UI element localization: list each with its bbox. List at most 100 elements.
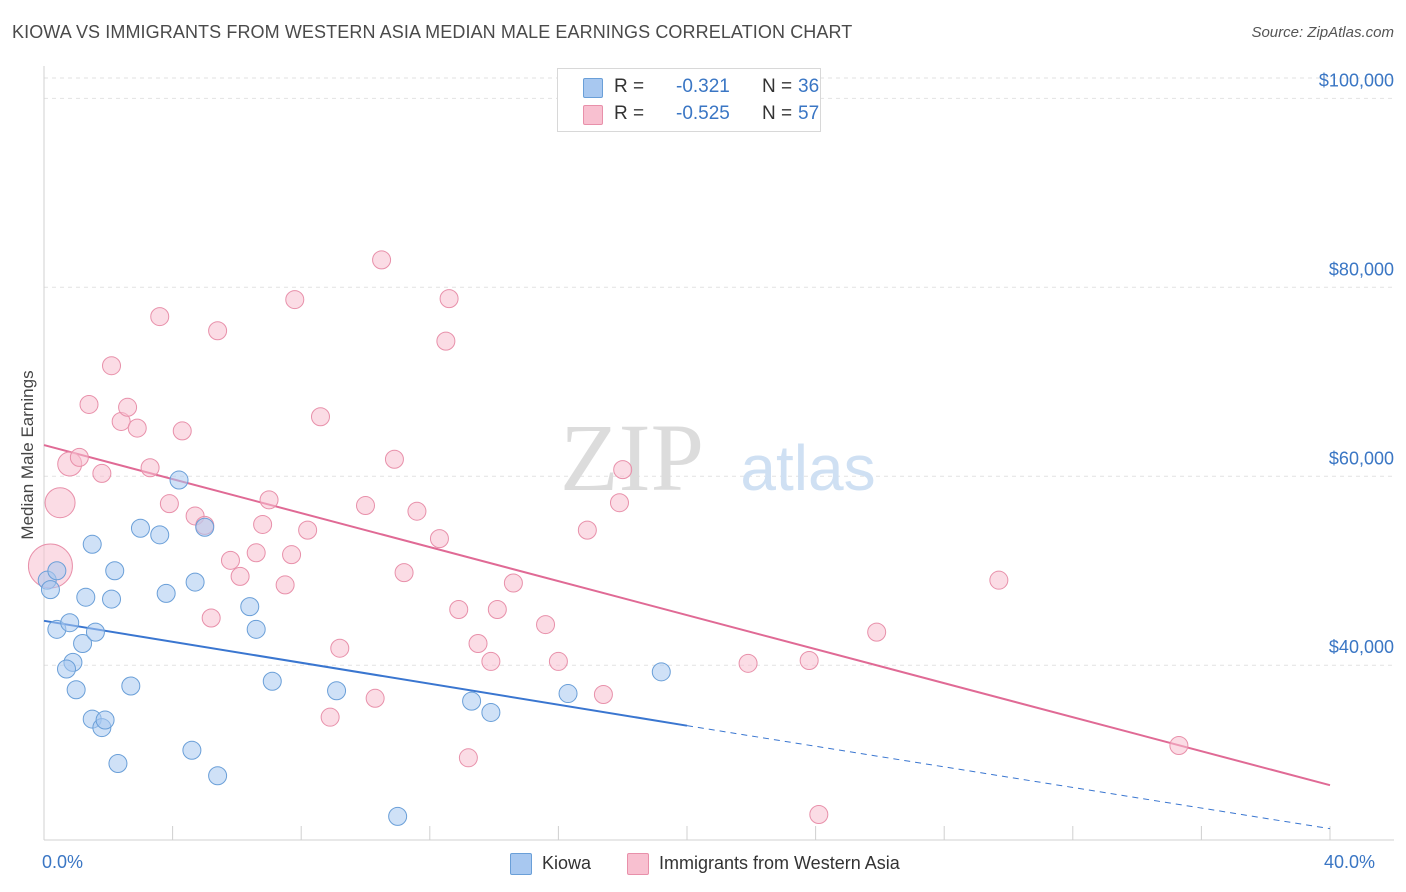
y-tick-label: $40,000 <box>1329 637 1394 657</box>
kiowa-swatch <box>510 853 532 875</box>
kiowa-point <box>156 583 176 603</box>
immigrants-point <box>503 573 523 593</box>
immigrants-swatch <box>583 105 603 125</box>
legend-label: Immigrants from Western Asia <box>659 853 900 873</box>
immigrants-point <box>439 289 459 309</box>
kiowa-point <box>150 525 170 545</box>
watermark-zip: ZIP <box>560 404 704 511</box>
immigrants-point <box>79 394 99 414</box>
immigrants-point <box>609 493 629 513</box>
kiowa-point <box>169 470 189 490</box>
immigrants-point <box>275 575 295 595</box>
immigrants-point <box>285 290 305 310</box>
immigrants-point <box>548 651 568 671</box>
kiowa-point <box>95 710 115 730</box>
kiowa-point <box>558 684 578 704</box>
kiowa-point <box>57 659 77 679</box>
immigrants-point <box>577 520 597 540</box>
immigrants-point <box>298 520 318 540</box>
immigrants-point <box>738 653 758 673</box>
immigrants-point <box>172 421 192 441</box>
immigrants-point <box>394 563 414 583</box>
stats-box: R = -0.321 N = 36 R = -0.525 N = 57 <box>557 68 821 132</box>
kiowa-point <box>47 561 67 581</box>
immigrants-point <box>365 688 385 708</box>
kiowa-point <box>208 766 228 786</box>
immigrants-swatch <box>627 853 649 875</box>
immigrants-point <box>799 650 819 670</box>
kiowa-point <box>85 622 105 642</box>
immigrants-point <box>468 633 488 653</box>
kiowa-point <box>246 619 266 639</box>
immigrants-point <box>201 608 221 628</box>
immigrants-point <box>310 407 330 427</box>
immigrants-point <box>407 501 427 521</box>
immigrants-point <box>536 615 556 635</box>
immigrants-point <box>384 449 404 469</box>
immigrants-point <box>320 707 340 727</box>
source-label: Source: ZipAtlas.com <box>1251 24 1394 41</box>
immigrants-point <box>127 418 147 438</box>
y-tick-label: $60,000 <box>1329 448 1394 468</box>
n-value: 57 <box>798 103 820 124</box>
immigrants-point <box>150 307 170 327</box>
y-tick-label: $80,000 <box>1329 259 1394 279</box>
immigrants-point <box>429 529 449 549</box>
kiowa-point <box>66 680 86 700</box>
axes <box>43 66 1394 841</box>
watermark-atlas: atlas <box>740 432 875 504</box>
kiowa-point <box>108 753 128 773</box>
immigrants-point <box>102 356 122 376</box>
kiowa-point <box>262 671 282 691</box>
immigrants-point <box>867 622 887 642</box>
immigrants-point <box>220 550 240 570</box>
immigrants-point <box>246 543 266 563</box>
immigrants-point <box>436 331 456 351</box>
chart-title: KIOWA VS IMMIGRANTS FROM WESTERN ASIA ME… <box>12 22 853 42</box>
immigrants-point <box>356 496 375 516</box>
immigrants-point <box>481 651 501 671</box>
kiowa-point <box>130 518 150 538</box>
immigrants-point <box>69 447 89 467</box>
data-points <box>27 250 1189 826</box>
immigrants-point <box>140 458 160 478</box>
immigrants-point <box>593 685 613 705</box>
kiowa-point <box>121 676 141 696</box>
kiowa-point <box>481 702 501 722</box>
immigrants-point <box>282 545 302 565</box>
kiowa-trend-line <box>43 619 688 727</box>
kiowa-point <box>651 662 671 682</box>
x-tick-min: 0.0% <box>42 852 84 872</box>
immigrants-point <box>44 487 76 519</box>
y-tick-labels: $40,000 $60,000 $80,000 $100,000 <box>1319 70 1394 657</box>
r-value: -0.525 <box>676 103 730 124</box>
r-label: R = <box>614 76 645 97</box>
legend-label: Kiowa <box>542 853 592 873</box>
kiowa-point <box>60 613 80 633</box>
kiowa-point <box>102 589 122 609</box>
immigrants-trend-line <box>43 444 1331 787</box>
kiowa-point <box>462 691 482 711</box>
trend-lines <box>43 444 1331 830</box>
immigrants-point <box>259 490 279 510</box>
kiowa-point <box>182 740 202 760</box>
kiowa-point <box>195 517 215 537</box>
immigrants-point <box>230 566 250 586</box>
immigrants-point <box>208 321 228 341</box>
immigrants-point <box>613 460 633 480</box>
immigrants-point <box>809 804 829 824</box>
immigrants-point <box>330 638 350 658</box>
kiowa-point <box>185 572 205 592</box>
r-label: R = <box>614 103 645 124</box>
kiowa-point <box>76 587 96 607</box>
kiowa-point <box>82 534 102 554</box>
kiowa-point <box>327 681 347 701</box>
immigrants-point <box>253 514 273 534</box>
kiowa-point <box>40 580 60 600</box>
kiowa-point <box>388 806 408 826</box>
immigrants-point <box>458 748 478 768</box>
n-label: N = <box>762 76 793 97</box>
kiowa-point <box>240 597 260 617</box>
immigrants-point <box>1169 736 1189 756</box>
